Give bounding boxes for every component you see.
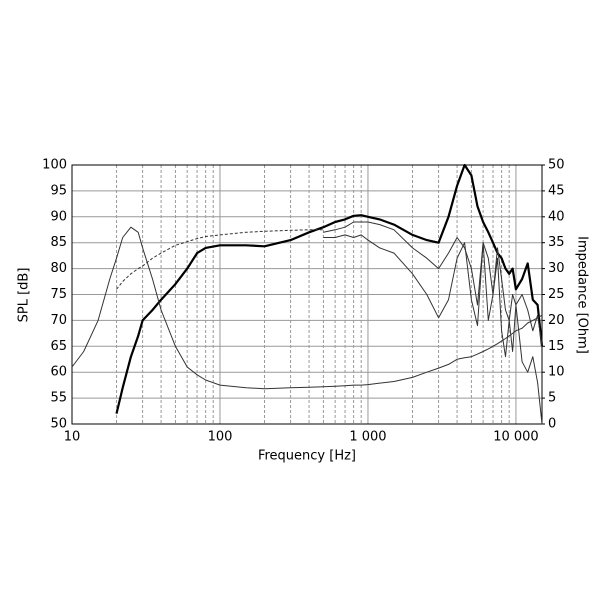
y-tick-label: 50 [50, 417, 67, 432]
y2-tick-label: 10 [548, 365, 565, 380]
y2-tick-label: 25 [548, 287, 565, 302]
y2-tick-label: 15 [548, 339, 565, 354]
y-tick-label: 95 [50, 183, 67, 198]
y-tick-label: 80 [50, 261, 67, 276]
plot-frame [71, 164, 543, 425]
y-tick-label: 65 [50, 339, 67, 354]
series-line [115, 163, 544, 414]
series-line [323, 234, 543, 425]
y-tick-label: 60 [50, 365, 67, 380]
y-tick-label: 90 [50, 209, 67, 224]
y2-tick-label: 5 [548, 391, 556, 406]
y-tick-label: 85 [50, 235, 67, 250]
series-line [323, 221, 543, 347]
y2-tick-label: 0 [548, 417, 556, 432]
x-axis-title: Frequency [Hz] [258, 449, 356, 464]
y-tick-label: 100 [42, 158, 67, 173]
y-tick-label: 55 [50, 391, 67, 406]
y2-tick-label: 35 [548, 235, 565, 250]
y-tick-label: 75 [50, 287, 67, 302]
x-tick-label: 100 [208, 430, 233, 445]
y2-tick-label: 50 [548, 158, 565, 173]
x-tick-label: 10 [64, 430, 81, 445]
x-tick-label: 1 000 [349, 430, 386, 445]
y2-tick-label: 40 [548, 209, 565, 224]
series-line [71, 226, 543, 390]
y2-axis-title: Impedance [Ohm] [575, 236, 590, 354]
x-tick-label: 10 000 [493, 430, 539, 445]
y2-tick-label: 30 [548, 261, 565, 276]
y2-tick-label: 20 [548, 313, 565, 328]
series-line [116, 229, 324, 290]
y2-tick-label: 45 [548, 183, 565, 198]
y-axis-title: SPL [dB] [17, 268, 32, 323]
y-tick-label: 70 [50, 313, 67, 328]
